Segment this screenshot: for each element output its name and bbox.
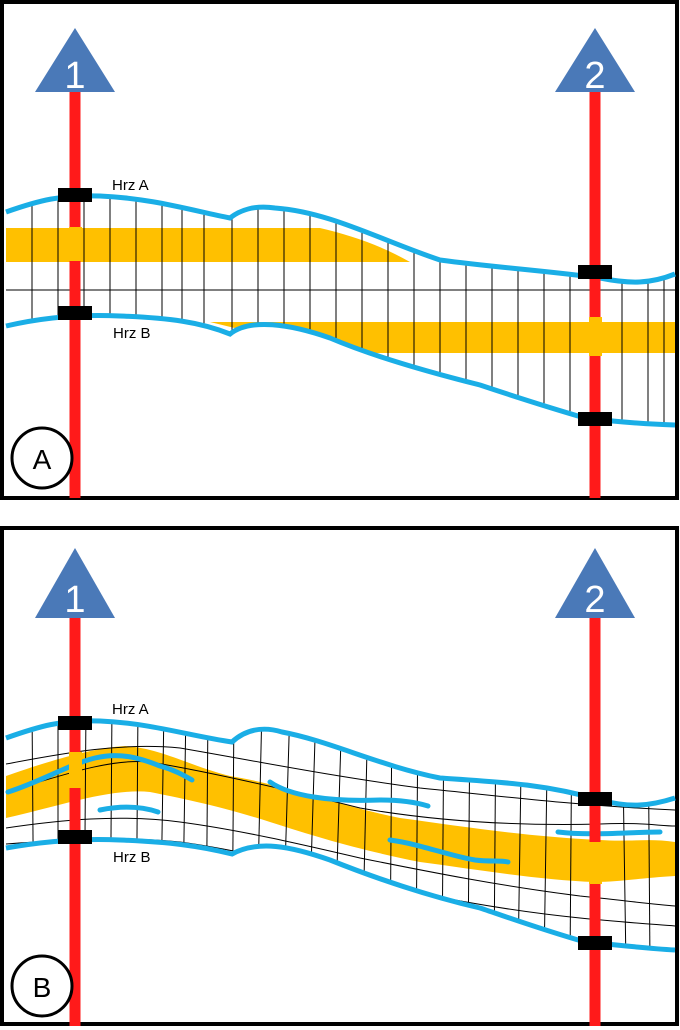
panel-b-segment-4 [387, 837, 511, 865]
panel-a-well-2-pick-top [578, 265, 612, 279]
panel-a-well-1-marker [35, 28, 115, 92]
panel-b-well-1-marker [35, 548, 115, 618]
panel-a-canvas: 1 2 Hrz A Hrz B A [0, 0, 679, 500]
panel-b-segment-1 [5, 753, 195, 795]
panel-b-well-2-pick-top [578, 792, 612, 806]
panel-a-badge-label: A [33, 444, 52, 475]
panel-b-well-2-marker [555, 548, 635, 618]
panel-b-reservoir-layer [6, 746, 675, 882]
panel-b: 1 2 Hrz A Hrz B B [0, 526, 680, 1030]
panel-a-well-1-pick-bottom [58, 306, 92, 320]
panel-b-canvas: 1 2 Hrz A Hrz B B [0, 526, 679, 1026]
panel-a-badge [10, 426, 74, 490]
panel-b-well-1-label: 1 [64, 579, 85, 621]
panel-a-well-1-reservoir-hit [69, 227, 82, 261]
panel-b-segment-2 [97, 804, 161, 815]
panel-a-horizon-bottom-label: Hrz B [113, 325, 151, 342]
panel-a-well-1-pick-top [58, 188, 92, 202]
panel-b-well-2-reservoir-hit [589, 842, 602, 884]
panel-b-horizon-top-label: Hrz A [112, 701, 149, 718]
panel-a-horizon-top-label: Hrz A [112, 177, 149, 194]
panel-b-badge [10, 954, 74, 1018]
panel-b-well-1-pick-bottom [58, 830, 92, 844]
panel-a-well-2-marker [555, 28, 635, 92]
panel-a-reservoir-layer-upper [6, 228, 410, 262]
panel-b-well-1-reservoir-hit [69, 752, 82, 788]
panel-b-badge-label: B [33, 972, 52, 1003]
panel-a-well-1-label: 1 [64, 55, 85, 97]
panel-a-well-2-label: 2 [584, 55, 605, 97]
panel-b-interpreted-segments [5, 753, 663, 865]
panel-b-segment-5 [555, 829, 663, 837]
panel-a-well-2-reservoir-hit [589, 317, 602, 356]
panel-a: 1 2 Hrz A Hrz B A [0, 0, 680, 500]
panel-b-well-1-pick-top [58, 716, 92, 730]
panel-b-horizon-bottom-label: Hrz B [113, 849, 151, 866]
panel-a-well-2-pick-bottom [578, 412, 612, 426]
panel-b-segment-3 [267, 779, 431, 809]
panel-b-well-2-pick-bottom [578, 936, 612, 950]
panel-b-well-2-label: 2 [584, 579, 605, 621]
